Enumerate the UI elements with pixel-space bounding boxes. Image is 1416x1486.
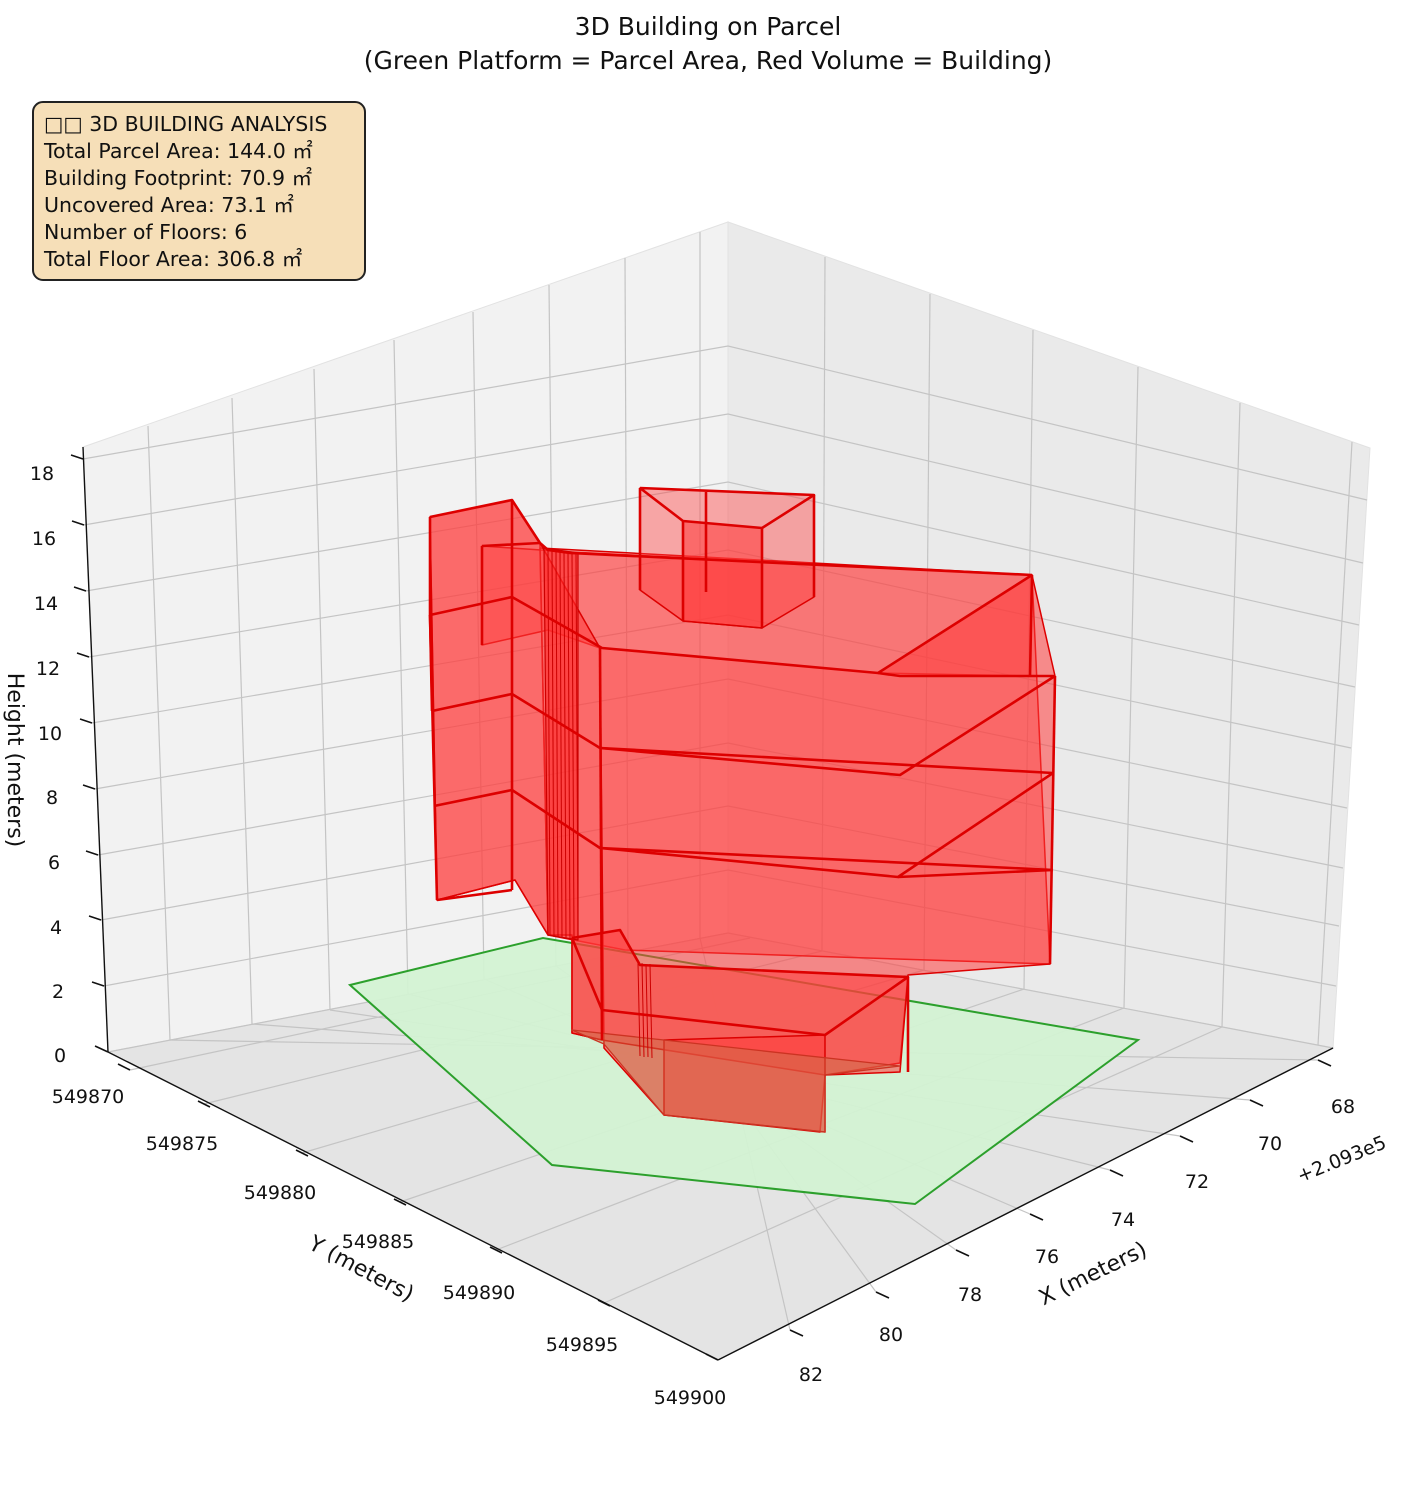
building-lower-skirt bbox=[571, 1029, 901, 1133]
x-tick: 78 bbox=[958, 1284, 982, 1306]
y-tick: 549870 bbox=[52, 1086, 125, 1108]
info-number-of-floors: Number of Floors: 6 bbox=[44, 220, 248, 244]
info-total-parcel-area: Total Parcel Area: 144.0 ㎡ bbox=[44, 139, 313, 163]
z-tick: 14 bbox=[34, 593, 58, 615]
y-tick-labels: 549870 549875 549880 549885 549890 54989… bbox=[52, 1086, 727, 1409]
z-tick: 10 bbox=[38, 723, 62, 745]
x-tick: 82 bbox=[799, 1364, 823, 1386]
info-total-floor-area: Total Floor Area: 306.8 ㎡ bbox=[44, 247, 303, 271]
z-tick: 16 bbox=[32, 528, 56, 550]
building-volume bbox=[428, 486, 1057, 1133]
info-box: □□ 3D BUILDING ANALYSIS Total Parcel Are… bbox=[32, 101, 366, 281]
y-tick: 549890 bbox=[443, 1282, 516, 1304]
y-tick: 549875 bbox=[146, 1133, 219, 1155]
chart-subtitle: (Green Platform = Parcel Area, Red Volum… bbox=[363, 46, 1053, 75]
x-offset-label: +2.093e5 bbox=[1294, 1132, 1389, 1188]
x-tick: 74 bbox=[1111, 1209, 1135, 1231]
axis-lines bbox=[82, 446, 1334, 1361]
z-tick: 2 bbox=[52, 981, 64, 1003]
chart-title: 3D Building on Parcel bbox=[574, 12, 842, 41]
z-tick-labels: 0 2 4 6 8 10 12 14 16 18 bbox=[30, 463, 66, 1067]
info-uncovered-area: Uncovered Area: 73.1 ㎡ bbox=[44, 193, 294, 217]
x-tick: 68 bbox=[1331, 1096, 1355, 1118]
x-tick: 76 bbox=[1035, 1246, 1059, 1268]
info-heading: □□ 3D BUILDING ANALYSIS bbox=[44, 112, 328, 136]
z-tick: 12 bbox=[36, 658, 60, 680]
z-tick: 8 bbox=[46, 787, 58, 809]
z-tick: 18 bbox=[30, 463, 54, 485]
y-tick: 549895 bbox=[546, 1334, 619, 1356]
building-curved-strip-lines bbox=[547, 549, 653, 1059]
info-building-footprint: Building Footprint: 70.9 ㎡ bbox=[44, 166, 313, 190]
y-tick: 549880 bbox=[244, 1182, 317, 1204]
x-tick: 72 bbox=[1185, 1171, 1209, 1193]
x-tick: 80 bbox=[879, 1324, 903, 1346]
z-tick: 6 bbox=[48, 852, 60, 874]
tick-marks bbox=[70, 454, 1332, 1361]
z-axis-label: Height (meters) bbox=[2, 673, 27, 848]
z-tick: 0 bbox=[54, 1045, 66, 1067]
x-tick: 70 bbox=[1258, 1133, 1282, 1155]
building-floor-edges bbox=[428, 486, 1057, 1072]
y-tick: 549900 bbox=[654, 1387, 727, 1409]
y-tick: 549885 bbox=[342, 1231, 415, 1253]
z-tick: 4 bbox=[50, 917, 62, 939]
